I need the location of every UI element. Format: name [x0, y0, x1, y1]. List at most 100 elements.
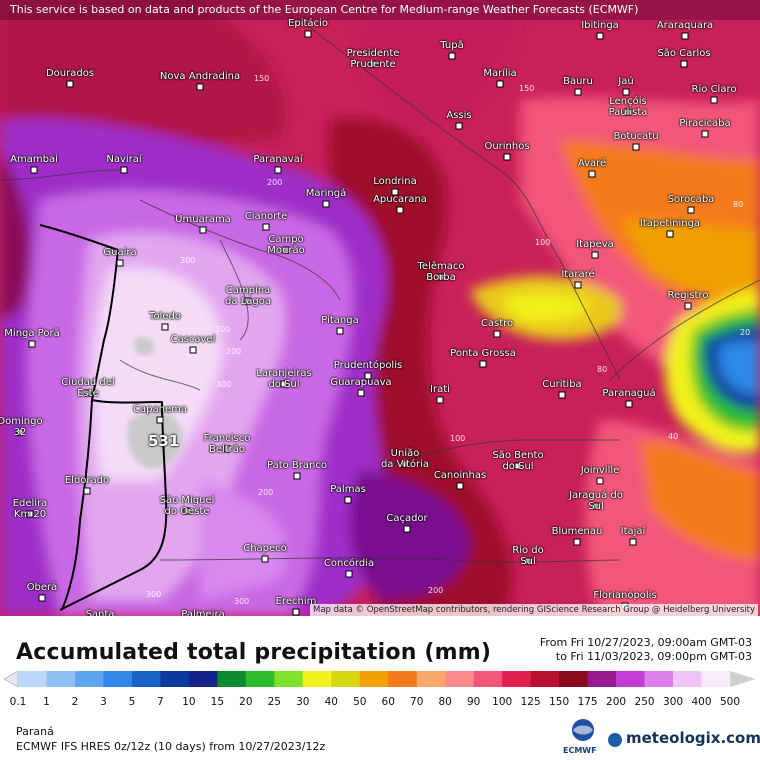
city-marker [588, 170, 596, 178]
city-label[interactable]: Apucarana [373, 194, 427, 205]
colorbar-segment [18, 671, 47, 687]
city-label[interactable]: Palmeira [181, 609, 225, 616]
city-label[interactable]: Oberá [26, 582, 58, 593]
city-label[interactable]: Jaraguá do Sul [569, 490, 623, 512]
city-label[interactable]: Itapeva [576, 239, 614, 250]
city-label[interactable]: São Miguel do Oeste [159, 495, 215, 517]
city-label[interactable]: Ponta Grossa [450, 348, 516, 359]
city-label[interactable]: Dourados [45, 68, 95, 79]
city-label[interactable]: Sorocaba [667, 194, 715, 205]
city-label[interactable]: Campina da Lagoa [225, 285, 271, 307]
city-label[interactable]: Canoinhas [433, 470, 487, 481]
city-label[interactable]: Palmas [330, 484, 366, 495]
city-marker [596, 32, 604, 40]
colorbar-segment [416, 671, 446, 687]
contour-label: 20 [740, 328, 751, 337]
city-label[interactable]: Cascavel [170, 334, 216, 345]
city-label[interactable]: Domingo 32 [0, 416, 43, 438]
city-label[interactable]: Pitanga [321, 315, 359, 326]
city-label[interactable]: Nova Andradina [159, 71, 241, 82]
city-label[interactable]: Assis [446, 110, 472, 121]
city-label[interactable]: Curitiba [542, 379, 582, 390]
city-label[interactable]: Paranaguá [602, 388, 656, 399]
city-label[interactable]: Irati [430, 384, 450, 395]
city-label[interactable]: Santa Rosa [85, 609, 115, 616]
city-label[interactable]: Pato Branco [267, 460, 327, 471]
city-label[interactable]: Francisco Beltrão [203, 433, 251, 455]
city-label[interactable]: Lençóis Paulista [608, 96, 648, 118]
city-label[interactable]: São Carlos [657, 48, 711, 59]
meteologix-brand[interactable]: meteologix.com [626, 729, 760, 747]
city-label[interactable]: Castro [480, 318, 514, 329]
city-label[interactable]: Erechim [275, 596, 317, 607]
city-marker [344, 496, 352, 504]
city-marker [401, 460, 409, 468]
city-marker [196, 83, 204, 91]
city-marker [391, 188, 399, 196]
city-label[interactable]: Concórdia [323, 558, 375, 569]
contour-label: 300 [215, 325, 231, 334]
city-marker [455, 122, 463, 130]
city-marker [574, 281, 582, 289]
city-label[interactable]: Joinville [580, 465, 620, 476]
city-label[interactable]: Registro [667, 290, 709, 301]
city-label[interactable]: Eldorado [64, 475, 110, 486]
city-label[interactable]: Avaré [577, 158, 607, 169]
precipitation-map[interactable]: This service is based on data and produc… [0, 0, 760, 616]
city-label[interactable]: Itapetininga [639, 218, 701, 229]
city-label[interactable]: Paranavaí [253, 154, 303, 165]
city-label[interactable]: Chapecó [243, 543, 287, 554]
city-label[interactable]: Jaú [618, 76, 634, 87]
colorbar-segment [359, 671, 389, 687]
city-marker [503, 153, 511, 161]
city-label[interactable]: Ourinhos [484, 141, 530, 152]
city-label[interactable]: Piracicaba [679, 118, 731, 129]
city-label[interactable]: Prudentópolis [333, 360, 403, 371]
city-label[interactable]: Blumenau [551, 526, 603, 537]
city-label[interactable]: Telêmaco Borba [417, 261, 465, 283]
colorbar-segment [473, 671, 503, 687]
contour-label: 40 [668, 432, 679, 441]
colorbar-segment [644, 671, 674, 687]
city-label[interactable]: Campo Mourão [267, 234, 305, 256]
map-attribution[interactable]: Map data © OpenStreetMap contributors, r… [310, 604, 758, 616]
city-marker [280, 380, 288, 388]
city-marker [66, 80, 74, 88]
colorbar-segment [302, 671, 332, 687]
city-label[interactable]: Amambai [10, 154, 58, 165]
city-label[interactable]: Bauru [563, 76, 593, 87]
city-label[interactable]: Londrina [373, 176, 417, 187]
city-marker [116, 259, 124, 267]
city-label[interactable]: Rio Claro [691, 84, 737, 95]
city-marker [304, 30, 312, 38]
city-label[interactable]: Marília [483, 68, 517, 79]
city-label[interactable]: São Bento do Sul [492, 450, 544, 472]
city-label[interactable]: União da Vitória [380, 448, 430, 470]
legend-title: Accumulated total precipitation (mm) [16, 640, 492, 665]
city-marker [83, 487, 91, 495]
city-label[interactable]: Itajaí [620, 526, 646, 537]
city-label[interactable]: Florianópolis [593, 590, 657, 601]
city-label[interactable]: Guarapuava [330, 377, 392, 388]
city-label[interactable]: Araraquara [656, 20, 714, 31]
city-label[interactable]: Itararé [561, 269, 595, 280]
city-label[interactable]: Ciudad del Este [61, 377, 115, 399]
city-label[interactable]: Maringá [305, 188, 347, 199]
city-label[interactable]: Laranjeiras do Sul [256, 368, 312, 390]
city-label[interactable]: Naviraí [106, 154, 142, 165]
city-label[interactable]: Minga Porã [4, 328, 60, 339]
city-label[interactable]: Epitácio [288, 18, 328, 29]
city-label[interactable]: Presidente Prudente [346, 48, 400, 70]
city-label[interactable]: Guaíra [103, 247, 137, 258]
city-label[interactable]: Capanema [133, 404, 187, 415]
city-label[interactable]: Edelira Km 20 [12, 498, 48, 520]
city-label[interactable]: Ibitinga [581, 20, 619, 31]
colorbar-tick-label: 125 [520, 696, 541, 708]
city-label[interactable]: Rio do Sul [512, 545, 544, 567]
city-label[interactable]: Toledo [149, 311, 181, 322]
city-label[interactable]: Cianorte [244, 211, 288, 222]
city-label[interactable]: Botucatu [613, 131, 659, 142]
city-label[interactable]: Caçador [386, 513, 428, 524]
city-label[interactable]: Tupã [440, 40, 464, 51]
city-label[interactable]: Umuarama [175, 214, 231, 225]
